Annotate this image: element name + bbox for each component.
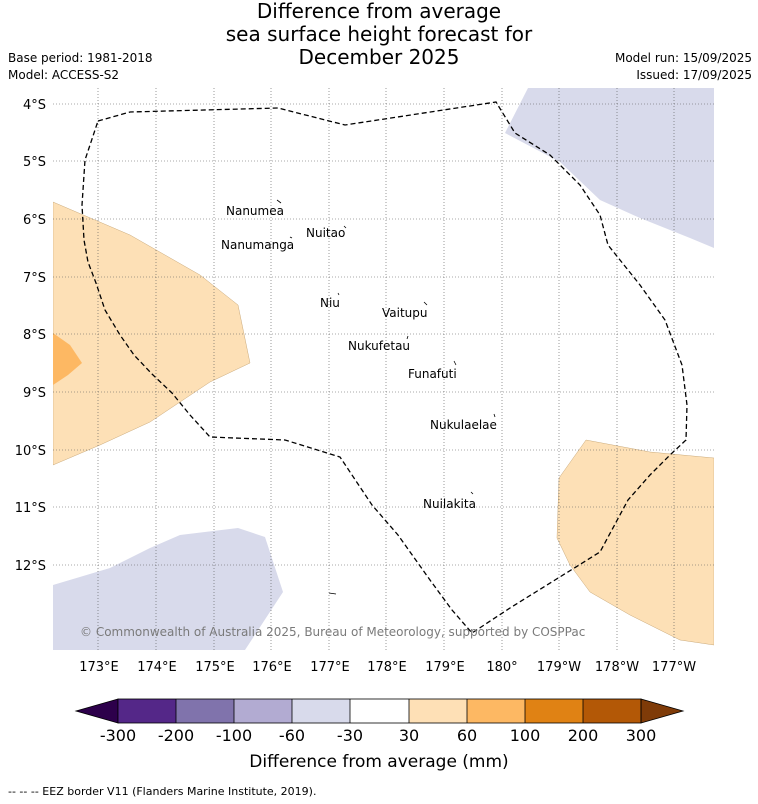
colorbar-segment	[467, 699, 525, 723]
colorbar-label: Difference from average (mm)	[249, 752, 508, 772]
eez-border	[81, 101, 688, 634]
place-label-nuilakita: Nuilakita	[423, 497, 476, 511]
colorbar-segment	[234, 699, 292, 723]
place-label-nukufetau: Nukufetau	[348, 339, 410, 353]
colorbar-segment	[292, 699, 350, 723]
colorbar-min-extension	[74, 698, 119, 724]
title-line-2: sea surface height forecast for	[225, 22, 533, 46]
place-label-niu: Niu	[320, 296, 340, 310]
lon-label: 179°W	[537, 660, 581, 675]
colorbar-outline	[117, 698, 642, 724]
colorbar: -300 -200 -100 -60 -30 30 60 100 200 300…	[74, 698, 685, 772]
issued-date: Issued: 17/09/2025	[636, 68, 752, 82]
colorbar-tick-label: 100	[510, 726, 541, 745]
base-period: Base period: 1981-2018	[8, 51, 153, 65]
lat-label: 9°S	[23, 386, 46, 401]
colorbar-tick-label: -200	[158, 726, 194, 745]
lat-label: 4°S	[23, 98, 46, 113]
colorbar-max-extension	[640, 698, 685, 724]
colorbar-tick-label: 200	[568, 726, 599, 745]
gridlines	[53, 88, 714, 650]
lat-label: 5°S	[23, 155, 46, 170]
lat-label: 11°S	[15, 501, 46, 516]
place-label-nanumanga: Nanumanga	[221, 238, 294, 252]
colorbar-tick-label: -30	[337, 726, 363, 745]
colorbar-segment	[350, 699, 409, 723]
anomaly-region-northeast-negative	[505, 88, 714, 248]
map-area: Nanumea Nuitao Nanumanga Niu Vaitupu Nuk…	[53, 88, 714, 650]
anomaly-region-southeast-positive	[556, 439, 714, 646]
meta-right: Model run: 15/09/2025 Issued: 17/09/2025	[615, 50, 752, 84]
lon-label: 173°E	[79, 660, 119, 675]
lon-label: 176°E	[252, 660, 292, 675]
title-line-3: December 2025	[298, 45, 460, 69]
place-label-vaitupu: Vaitupu	[382, 306, 428, 320]
eez-legend-footer: -- -- -- EEZ border V11 (Flanders Marine…	[8, 785, 317, 798]
colorbar-tick-label: -60	[279, 726, 305, 745]
lat-label: 8°S	[23, 328, 46, 343]
colorbar-segment	[409, 699, 467, 723]
island-marks	[276, 199, 496, 595]
anomaly-region-west-positive	[53, 201, 251, 466]
meta-left: Base period: 1981-2018 Model: ACCESS-S2	[8, 50, 153, 84]
model-run: Model run: 15/09/2025	[614, 51, 752, 65]
lon-label: 175°E	[195, 660, 235, 675]
lon-label: 180°	[486, 660, 517, 675]
lon-label: 178°E	[367, 660, 407, 675]
anomaly-region-west-strong-positive	[53, 333, 82, 385]
lat-label: 7°S	[23, 271, 46, 286]
colorbar-tick-label: 300	[626, 726, 657, 745]
anomaly-region-southwest-negative	[53, 528, 283, 650]
lon-label: 179°E	[425, 660, 465, 675]
place-label-nuitao: Nuitao	[306, 226, 345, 240]
title-line-1: Difference from average	[256, 0, 502, 23]
lon-label: 177°W	[652, 660, 696, 675]
title: Difference from average sea surface heig…	[0, 0, 758, 69]
lon-label: 178°W	[595, 660, 639, 675]
copyright-text: © Commonwealth of Australia 2025, Bureau…	[80, 625, 585, 639]
lat-label: 12°S	[15, 559, 46, 574]
model-name: Model: ACCESS-S2	[8, 68, 120, 82]
place-label-funafuti: Funafuti	[408, 367, 457, 381]
colorbar-segment	[118, 699, 176, 723]
place-label-nanumea: Nanumea	[226, 204, 284, 218]
colorbar-segment	[583, 699, 641, 723]
colorbar-segment	[525, 699, 583, 723]
lon-label: 174°E	[137, 660, 177, 675]
place-label-nukulaelae: Nukulaelae	[430, 418, 497, 432]
colorbar-tick-label: 30	[399, 726, 419, 745]
lat-label: 10°S	[15, 444, 46, 459]
colorbar-tick-label: 60	[457, 726, 477, 745]
colorbar-tick-label: -300	[100, 726, 136, 745]
lon-label: 177°E	[310, 660, 350, 675]
colorbar-tick-label: -100	[216, 726, 252, 745]
colorbar-segment	[176, 699, 234, 723]
lat-label: 6°S	[23, 213, 46, 228]
